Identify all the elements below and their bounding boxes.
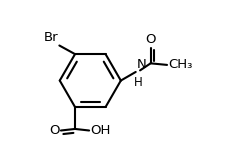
Text: O: O [49,124,59,137]
Text: H: H [134,76,142,89]
Text: O: O [145,33,155,46]
Text: Br: Br [43,31,58,44]
Text: N: N [136,58,146,71]
Text: OH: OH [90,124,110,137]
Text: CH₃: CH₃ [167,58,191,71]
